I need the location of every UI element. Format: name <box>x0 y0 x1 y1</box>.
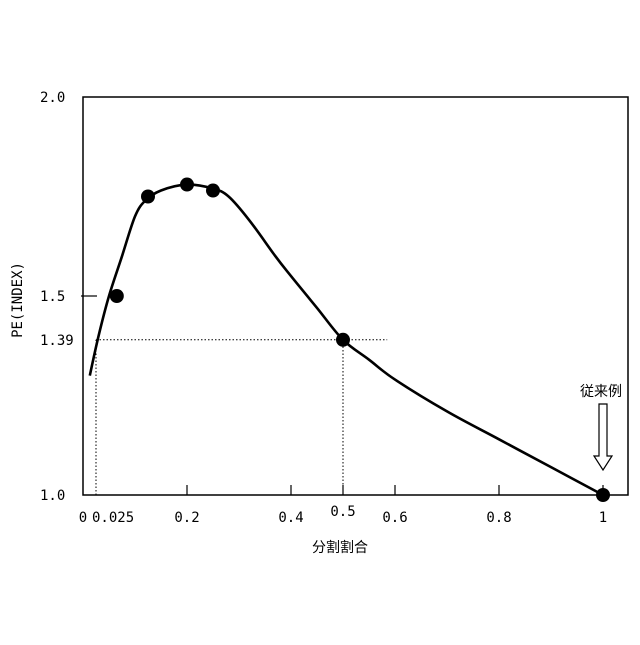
x-tick-label: 0.6 <box>382 510 407 526</box>
x-tick-label: 1 <box>599 510 607 526</box>
x-axis-title: 分割割合 <box>312 539 368 556</box>
x-tick-label: 0 <box>79 510 87 526</box>
x-tick-label: 0.4 <box>278 510 303 526</box>
annotation-arrow-icon <box>594 404 612 470</box>
data-point <box>180 178 194 192</box>
y-tick-label: 2.0 <box>40 90 65 106</box>
data-point <box>110 289 124 303</box>
y-tick-label: 1.5 <box>40 289 65 305</box>
y-tick-label: 1.0 <box>40 488 65 504</box>
y-axis-ticks: 1.0 1.39 1.5 2.0 <box>40 90 97 504</box>
data-point <box>206 184 220 198</box>
data-point <box>596 488 610 502</box>
reference-lines <box>96 340 387 495</box>
data-point <box>336 333 350 347</box>
x-tick-label: 0.5 <box>330 504 355 520</box>
annotation-layer: 従来例 <box>580 384 622 470</box>
x-axis-ticks: 0 0.025 0.2 0.4 0.5 0.6 0.8 1 <box>79 485 607 526</box>
annotation-label: 従来例 <box>580 384 622 400</box>
x-tick-label: 0.8 <box>486 510 511 526</box>
y-axis-title: PE(INDEX) <box>10 262 26 338</box>
plot-frame <box>83 97 628 495</box>
data-point <box>141 190 155 204</box>
x-tick-label: 0.2 <box>174 510 199 526</box>
y-tick-label: 1.39 <box>40 333 74 349</box>
x-tick-label: 0.025 <box>92 510 134 526</box>
